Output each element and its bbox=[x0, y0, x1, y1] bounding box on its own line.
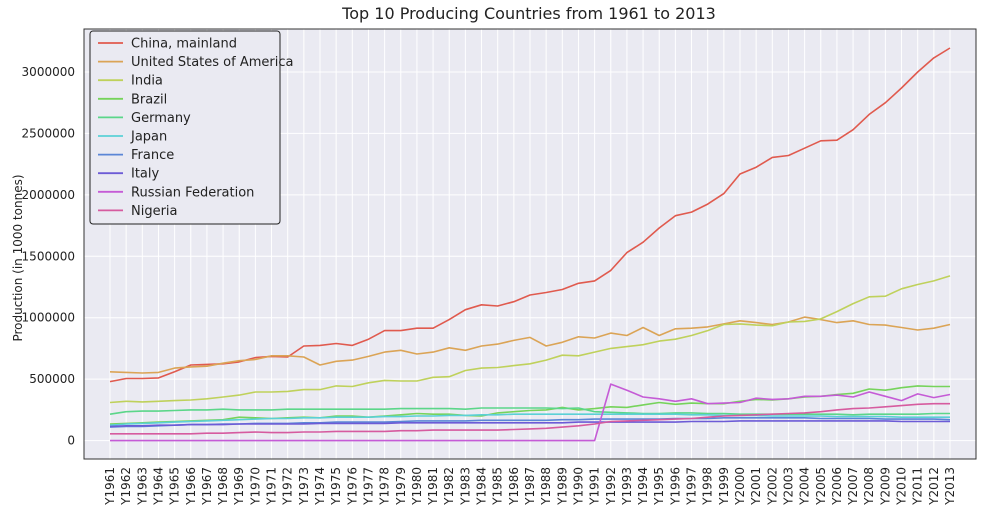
series-line-4 bbox=[109, 407, 950, 416]
x-tick-label: Y1980 bbox=[410, 467, 424, 506]
x-tick-label: Y1968 bbox=[216, 467, 230, 506]
legend: China, mainland United States of America I… bbox=[89, 30, 293, 225]
x-tick-label: Y1997 bbox=[685, 467, 699, 506]
legend-entry: Nigeria bbox=[131, 204, 178, 219]
x-tick-label: Y2009 bbox=[878, 467, 892, 506]
chart-title: Top 10 Producing Countries from 1961 to … bbox=[341, 4, 716, 23]
y-tick-label: 2000000 bbox=[22, 188, 75, 202]
legend-entry: Brazil bbox=[131, 92, 167, 107]
x-tick-label: Y1965 bbox=[168, 467, 182, 506]
x-tick-label: Y1992 bbox=[604, 467, 618, 506]
x-tick-label: Y2006 bbox=[830, 467, 844, 506]
x-tick-label: Y2007 bbox=[846, 467, 860, 506]
x-tick-label: Y2001 bbox=[749, 467, 763, 506]
y-tick-label: 1500000 bbox=[22, 249, 75, 263]
x-tick-label: Y1975 bbox=[329, 467, 343, 506]
x-tick-label: Y1969 bbox=[232, 467, 246, 506]
x-tick-label: Y1978 bbox=[378, 467, 392, 506]
x-tick-label: Y2002 bbox=[765, 467, 779, 506]
x-tick-label: Y1962 bbox=[119, 467, 133, 506]
x-tick-label: Y1998 bbox=[701, 467, 715, 506]
x-tick-label: Y1961 bbox=[103, 467, 117, 506]
x-tick-label: Y1977 bbox=[361, 467, 375, 506]
x-tick-label: Y1999 bbox=[717, 467, 731, 506]
y-tick-label: 2500000 bbox=[22, 126, 75, 140]
x-tick-label: Y1984 bbox=[475, 467, 489, 506]
series-line-0 bbox=[109, 47, 951, 383]
x-tick-label: Y1963 bbox=[135, 467, 149, 506]
y-axis-label: Production (in 1000 tonnes) bbox=[11, 174, 25, 341]
x-tick-label: Y1993 bbox=[620, 467, 634, 506]
x-tick-label: Y1988 bbox=[539, 467, 553, 506]
legend-entry: Germany bbox=[131, 111, 191, 126]
x-tick-label: Y1995 bbox=[652, 467, 666, 506]
x-tick-label: Y2008 bbox=[862, 467, 876, 506]
x-tick-label: Y1986 bbox=[507, 467, 521, 506]
legend-entry: United States of America bbox=[131, 55, 293, 70]
y-tick-label: 1000000 bbox=[22, 311, 75, 325]
x-tick-label: Y1979 bbox=[394, 467, 408, 506]
x-tick-label: Y2010 bbox=[895, 467, 909, 506]
x-tick-label: Y1970 bbox=[248, 467, 262, 506]
legend-entry: Japan bbox=[130, 130, 167, 145]
x-tick-label: Y1994 bbox=[636, 467, 650, 506]
x-tick-label: Y1983 bbox=[458, 467, 472, 506]
x-tick-label: Y2004 bbox=[798, 467, 812, 506]
legend-box bbox=[89, 30, 281, 225]
x-tick-label: Y2012 bbox=[927, 467, 941, 506]
plot-area: Y1961 Y1962 Y1963 Y1964 Y1965 Y1966 Y1967 Y1968… bbox=[22, 28, 977, 506]
x-tick-label: Y2000 bbox=[733, 467, 747, 506]
x-tick-label: Y1981 bbox=[426, 467, 440, 506]
x-tick-label: Y1987 bbox=[523, 467, 537, 506]
x-tick-label: Y1964 bbox=[151, 467, 165, 506]
series-line-5 bbox=[109, 413, 950, 426]
x-tick-label: Y1971 bbox=[265, 467, 279, 506]
x-tick-label: Y2003 bbox=[781, 467, 795, 506]
x-tick-label: Y2013 bbox=[943, 467, 957, 506]
legend-entry: Italy bbox=[131, 167, 160, 182]
series-line-9 bbox=[110, 402, 950, 435]
x-tick-label: Y1989 bbox=[555, 467, 569, 506]
x-tick-label: Y1966 bbox=[184, 467, 198, 506]
x-tick-label: Y1990 bbox=[571, 467, 585, 506]
x-tick-label: Y1982 bbox=[442, 467, 456, 506]
x-tick-label: Y1996 bbox=[668, 467, 682, 506]
x-tick-label: Y1991 bbox=[588, 467, 602, 506]
x-tick-label: Y1985 bbox=[491, 467, 505, 506]
y-tick-label: 3000000 bbox=[22, 65, 75, 79]
series-line-1 bbox=[109, 316, 951, 374]
legend-entry: Russian Federation bbox=[131, 185, 254, 200]
x-tick-label: Y1973 bbox=[297, 467, 311, 506]
legend-entry: China, mainland bbox=[131, 37, 237, 52]
x-tick-label: Y1967 bbox=[200, 467, 214, 506]
series-line-7 bbox=[109, 420, 950, 428]
series-line-8 bbox=[110, 383, 951, 442]
y-tick-label: 500000 bbox=[29, 372, 75, 386]
x-tick-label: Y2011 bbox=[911, 467, 925, 506]
x-tick-label: Y1976 bbox=[345, 467, 359, 506]
series-line-2 bbox=[109, 275, 951, 404]
x-tick-label: Y2005 bbox=[814, 467, 828, 506]
x-tick-label: Y1972 bbox=[281, 467, 295, 506]
x-tick-label: Y1974 bbox=[313, 467, 327, 506]
plot-frame bbox=[83, 28, 977, 460]
y-tick-label: 0 bbox=[67, 434, 75, 448]
legend-entry: France bbox=[131, 148, 174, 163]
legend-entry: India bbox=[131, 74, 163, 89]
